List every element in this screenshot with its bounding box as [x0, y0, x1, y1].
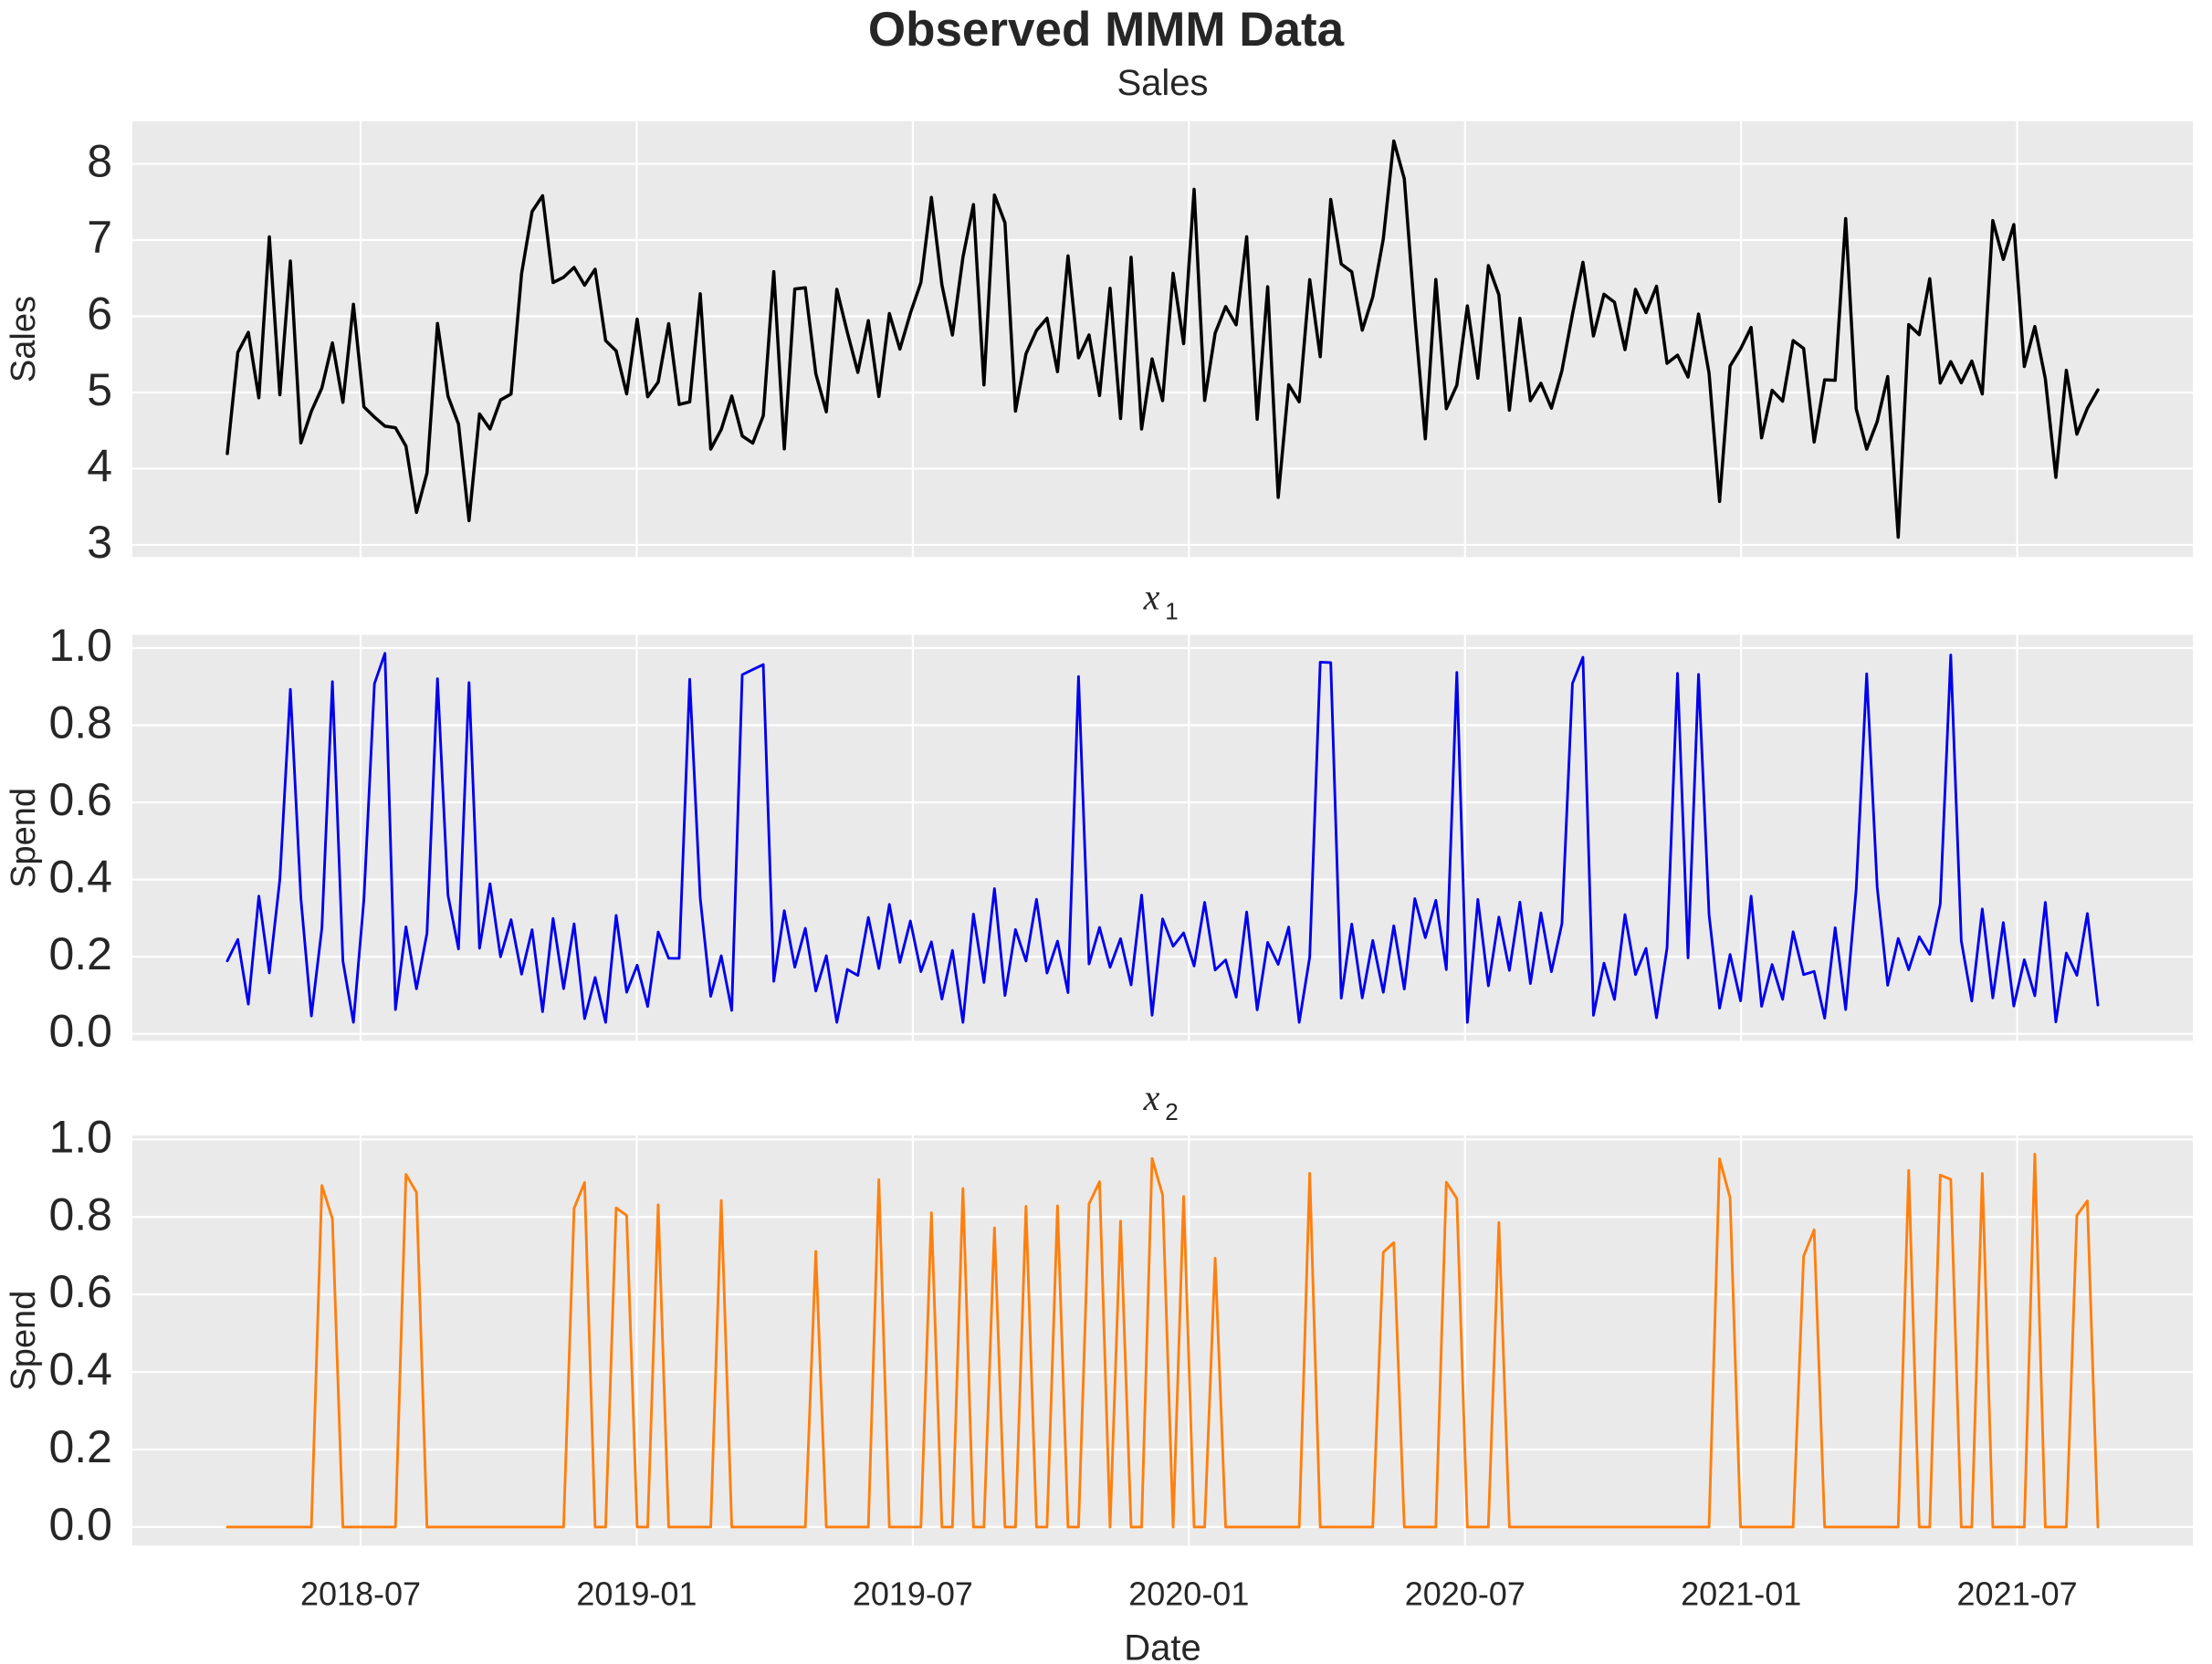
svg-text:Sales: Sales	[5, 296, 43, 382]
svg-text:0.2: 0.2	[48, 1421, 112, 1472]
svg-text:0.4: 0.4	[48, 852, 112, 903]
svg-text:8: 8	[87, 136, 112, 187]
svg-text:2019-07: 2019-07	[853, 1575, 973, 1612]
svg-text:Date: Date	[1124, 1627, 1201, 1664]
svg-text:0.0: 0.0	[48, 1499, 112, 1550]
svg-text:1.0: 1.0	[48, 620, 112, 671]
svg-text:2018-07: 2018-07	[300, 1575, 421, 1612]
svg-text:0.2: 0.2	[48, 928, 112, 979]
svg-text:Spend: Spend	[5, 788, 43, 888]
svg-text:2019-01: 2019-01	[576, 1575, 697, 1612]
svg-text:0.0: 0.0	[48, 1006, 112, 1057]
svg-text:1: 1	[1165, 598, 1178, 625]
svg-text:2: 2	[1165, 1098, 1178, 1125]
svg-text:2020-01: 2020-01	[1128, 1575, 1249, 1612]
svg-text:2021-01: 2021-01	[1681, 1575, 1801, 1612]
svg-text:Sales: Sales	[1116, 63, 1208, 103]
svg-text:x: x	[1143, 1077, 1160, 1118]
svg-text:0.8: 0.8	[48, 1188, 112, 1240]
svg-text:4: 4	[87, 440, 112, 491]
svg-text:Spend: Spend	[5, 1291, 43, 1391]
svg-text:1.0: 1.0	[48, 1111, 112, 1162]
svg-text:6: 6	[87, 288, 112, 340]
svg-text:5: 5	[87, 364, 112, 415]
svg-text:0.8: 0.8	[48, 697, 112, 748]
svg-text:2021-07: 2021-07	[1957, 1575, 2078, 1612]
svg-text:x: x	[1143, 577, 1160, 618]
svg-text:0.6: 0.6	[48, 1266, 112, 1317]
svg-text:3: 3	[87, 517, 112, 568]
svg-text:0.6: 0.6	[48, 774, 112, 825]
svg-text:2020-07: 2020-07	[1405, 1575, 1525, 1612]
svg-text:0.4: 0.4	[48, 1344, 112, 1395]
svg-text:Observed MMM Data: Observed MMM Data	[868, 3, 1345, 57]
svg-text:7: 7	[87, 212, 112, 263]
